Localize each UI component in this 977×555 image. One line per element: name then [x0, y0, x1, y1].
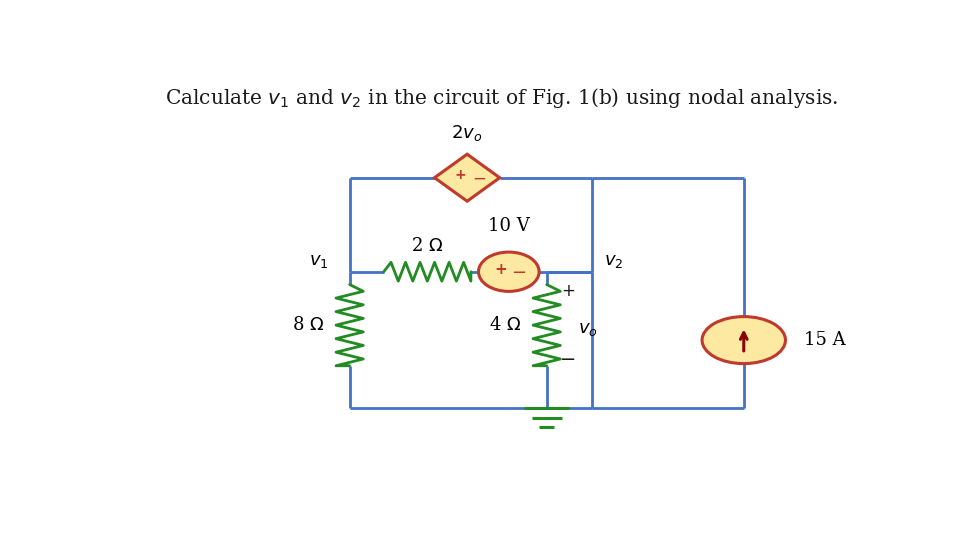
Text: $v_2$: $v_2$ [603, 252, 622, 270]
Circle shape [701, 316, 785, 364]
Text: $v_1$: $v_1$ [309, 252, 328, 270]
Text: +: + [561, 282, 574, 300]
Text: 15 A: 15 A [803, 331, 845, 349]
Ellipse shape [478, 252, 538, 291]
Text: −: − [559, 350, 575, 369]
Text: 4 $\Omega$: 4 $\Omega$ [488, 316, 521, 334]
Text: 2 $\Omega$: 2 $\Omega$ [410, 237, 443, 255]
Text: 8 $\Omega$: 8 $\Omega$ [291, 316, 323, 334]
Text: +: + [494, 262, 507, 277]
Polygon shape [434, 154, 499, 201]
Text: −: − [511, 264, 526, 282]
Text: Calculate $v_1$ and $v_2$ in the circuit of Fig. 1(b) using nodal analysis.: Calculate $v_1$ and $v_2$ in the circuit… [164, 86, 837, 110]
Text: $2v_o$: $2v_o$ [451, 123, 483, 143]
Text: +: + [454, 168, 466, 181]
Text: $v_o$: $v_o$ [578, 320, 598, 339]
Text: −: − [472, 170, 486, 188]
Text: 10 V: 10 V [488, 218, 530, 235]
